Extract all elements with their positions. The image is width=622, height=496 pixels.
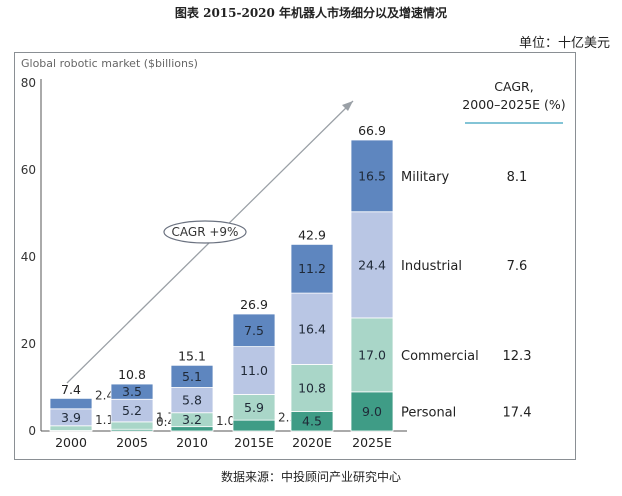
bar-total-label: 10.8 [118,367,146,382]
bar-segment-military [232,313,276,348]
chart-frame: Global robotic market ($billions) 0 20 40 60… [14,52,576,460]
segment-label: 1.0 [216,414,235,428]
bar-total-label: 26.9 [240,297,268,312]
segment-label: 4.5 [302,414,322,429]
segment-name-industrial: Industrial [401,259,462,274]
document-title: 图表 2015-2020 年机器人市场细分以及增速情况 [174,6,448,20]
bar-segment-personal [170,426,214,432]
bar-total-label: 7.4 [61,382,81,397]
segment-label: 11.0 [240,363,268,378]
segment-label: 17.0 [358,347,386,362]
y-tick-label: 80 [21,76,36,90]
cagr-annotation-bubble [163,220,247,244]
segment-label: 3.2 [182,412,202,427]
segment-label: 9.0 [362,404,382,419]
segment-label: 11.2 [298,261,326,276]
segment-label: 24.4 [358,257,386,272]
x-tick-label: 2000 [55,435,87,450]
bar-segment-personal [350,391,394,432]
bar-segment-military [350,139,394,213]
segment-label: 16.5 [358,168,386,183]
bar-segment-military [49,397,93,410]
unit-label: 单位：十亿美元 [518,36,610,51]
segment-label: 3.5 [122,384,142,399]
cagr-value-military: 8.1 [507,170,528,185]
y-tick-label: 0 [28,424,36,438]
cagr-value-industrial: 7.6 [507,259,528,274]
bar-segment-military [110,383,154,400]
bar-total-label: 42.9 [298,227,326,242]
x-tick-label: 2020E [292,435,332,450]
bar-segment-industrial [170,387,214,414]
bar-total-label: 66.9 [358,123,386,138]
segment-label: 3.9 [61,410,81,425]
bar-segment-commercial [350,317,394,393]
segment-label: 5.8 [182,393,202,408]
source-note: 数据来源：中投顾问产业研究中心 [220,470,401,484]
bar-segment-industrial [350,211,394,319]
x-tick-label: 2005 [116,435,148,450]
x-tick-label: 2015E [234,435,274,450]
cagr-value-personal: 17.4 [503,405,532,420]
y-tick-label: 40 [21,250,36,264]
x-tick-label: 2010 [176,435,208,450]
segment-label: 5.9 [244,400,264,415]
trend-arrow-head [342,101,353,111]
segment-label: 1.1 [95,413,114,427]
bar-segment-military [290,243,334,294]
segment-name-personal: Personal [401,405,456,420]
bar-segment-commercial [110,421,154,430]
bar-total-label: 15.1 [178,348,206,363]
segment-label: 16.4 [298,321,326,336]
segment-label: 7.5 [244,323,264,338]
stacked-bar-chart: Global robotic market ($billions) 0 20 40 60… [21,57,566,450]
segment-label: 1.7 [156,411,175,425]
segment-name-commercial: Commercial [401,349,479,364]
segment-label: 10.8 [298,380,326,395]
segment-label: 5.1 [182,369,202,384]
bar-segment-personal [232,419,276,432]
segment-label: 2.4 [95,389,114,403]
bar-segment-military [170,364,214,388]
bar-segment-commercial [232,394,276,421]
segment-label: 5.2 [122,403,142,418]
cagr-header-line1: CAGR, [494,79,533,94]
y-tick-label: 60 [21,163,36,177]
cagr-header-line2: 2000–2025E (%) [462,97,565,112]
chart-title: Global robotic market ($billions) [21,57,198,70]
y-tick-label: 20 [21,337,36,351]
segment-name-military: Military [401,170,449,185]
x-tick-label: 2025E [352,435,392,450]
segment-label: 0.4 [156,415,175,429]
cagr-annotation-text: CAGR +9% [172,225,239,239]
bar-segment-industrial [290,292,334,365]
bar-segment-commercial [49,425,93,431]
cagr-value-commercial: 12.3 [503,349,532,364]
